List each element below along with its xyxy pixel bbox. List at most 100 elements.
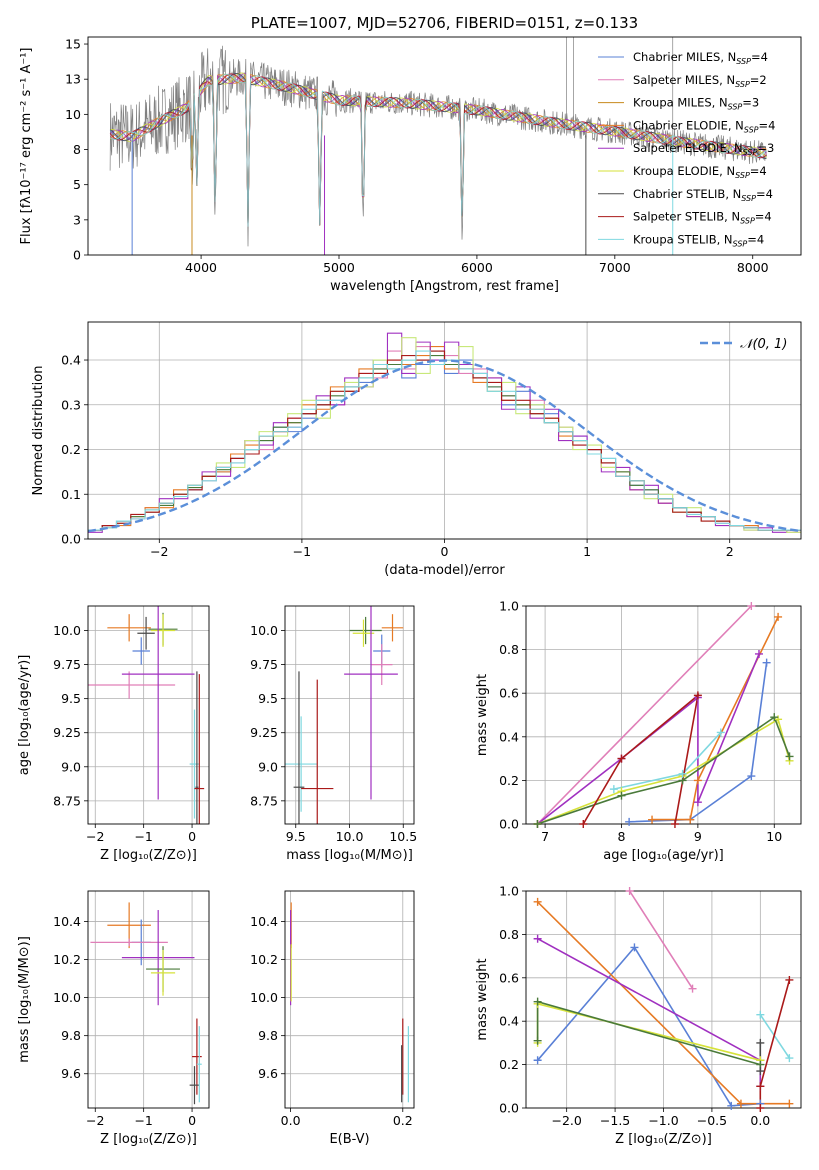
panel-residuals: −2 −1 0 1 2 0.0 0.1 0.2 0.3 0.4 (data-model)/error…	[31, 321, 802, 578]
legend-label: Chabrier ELODIE, NSSP=4	[633, 118, 775, 134]
weight-marker	[625, 887, 634, 895]
x-tick-label: 6000	[461, 260, 493, 275]
x-tick-label: −2	[86, 1113, 104, 1128]
x-tick-label: 2	[726, 544, 734, 559]
weight-series	[629, 662, 768, 823]
y-tick-label: 9.0	[61, 759, 81, 774]
x-tick-label: 0.0	[750, 1113, 770, 1128]
axes-frame	[87, 605, 210, 825]
axes-frame	[87, 890, 210, 1109]
y-tick-label: 8.75	[53, 793, 81, 808]
weight-marker	[686, 815, 695, 824]
legend-label: Kroupa STELIB, NSSP=4	[633, 232, 764, 248]
y-tick-label: 10.4	[250, 914, 278, 929]
y-tick-label: 10.0	[53, 623, 81, 638]
x-axis-label: mass [log₁₀(M/M⊙)]	[286, 848, 413, 863]
x-tick-label: 0	[188, 829, 196, 844]
y-tick-label: 0.8	[499, 927, 519, 942]
legend-label: Kroupa ELODIE, NSSP=4	[633, 164, 767, 180]
y-tick-label: 0.0	[499, 817, 519, 832]
x-tick-label: −2	[86, 829, 104, 844]
y-tick-label: 9.6	[61, 1066, 81, 1081]
model-spectrum	[109, 72, 767, 227]
y-tick-label: 9.8	[258, 1028, 278, 1043]
weight-series	[582, 693, 700, 824]
y-tick-label: 9.5	[61, 691, 81, 706]
y-tick-label: 0.0	[61, 532, 81, 547]
y-tick-label: 10.2	[250, 952, 278, 967]
weight-marker	[774, 612, 783, 621]
grid	[88, 606, 209, 824]
observed-spectrum	[109, 45, 767, 247]
plot-area	[285, 606, 404, 824]
x-tick-label: 4000	[185, 260, 217, 275]
x-tick-label: 0.0	[281, 1113, 301, 1128]
y-tick-label: 0.4	[61, 353, 81, 368]
chart-title: PLATE=1007, MJD=52706, FIBERID=0151, z=0…	[251, 14, 638, 32]
y-tick-label: 10.0	[250, 990, 278, 1005]
weight-marker	[693, 798, 702, 807]
y-tick-label: 0.4	[499, 729, 519, 744]
normal-curve	[88, 359, 801, 533]
y-tick-label: 10.4	[53, 914, 81, 929]
y-tick-label: 9.5	[258, 691, 278, 706]
y-tick-label: 9.6	[258, 1066, 278, 1081]
model-spectrum	[109, 72, 767, 227]
weight-marker	[785, 752, 794, 761]
y-tick-label: 8.75	[250, 793, 278, 808]
model-spectrum	[109, 72, 767, 227]
axes-frame	[284, 605, 415, 825]
x-axis-label: (data-model)/error	[384, 563, 505, 578]
axes-frame	[87, 36, 802, 256]
weight-marker	[785, 975, 794, 984]
weight-series	[759, 979, 791, 1108]
y-tick-label: 0.1	[61, 487, 81, 502]
x-axis-label: Z [log₁₀(Z/Z⊙)]	[615, 1132, 712, 1147]
plot-area	[90, 902, 202, 1105]
y-tick-label: 8	[73, 142, 81, 157]
weight-series	[759, 1014, 791, 1059]
grid	[285, 606, 414, 824]
y-axis-label: Normed distribution	[31, 366, 46, 496]
x-tick-label: −1	[293, 544, 311, 559]
panel-age-weight: 7 8 9 10 0.0 0.2 0.4 0.6 0.8 1.0 age [log₁₀(age/yr…	[475, 599, 802, 863]
histogram-series	[88, 350, 801, 531]
x-tick-label: 10	[766, 829, 782, 844]
y-axis-label: mass [log₁₀(M/M⊙)]	[17, 936, 32, 1063]
x-axis-label: Z [log₁₀(Z/Z⊙)]	[100, 848, 197, 863]
y-tick-label: 13	[65, 72, 81, 87]
y-tick-label: 0.3	[61, 397, 81, 412]
y-tick-label: 0.0	[499, 1101, 519, 1116]
x-tick-label: 7000	[599, 260, 631, 275]
plot-area	[88, 332, 801, 533]
x-tick-label: 10.0	[336, 829, 364, 844]
x-tick-label: −1.0	[648, 1113, 678, 1128]
plot-area	[88, 606, 205, 824]
weight-marker	[693, 776, 702, 785]
weight-series	[652, 616, 779, 821]
x-tick-label: 0.2	[393, 1113, 413, 1128]
x-tick-label: −1.5	[600, 1113, 630, 1128]
y-tick-label: 10.0	[53, 990, 81, 1005]
plot-area	[109, 37, 767, 255]
model-spectrum	[109, 73, 767, 227]
weight-marker	[756, 1010, 765, 1019]
weight-series	[628, 891, 694, 990]
y-tick-label: 0	[73, 248, 81, 263]
weight-marker	[770, 713, 779, 722]
x-axis-label: E(B-V)	[329, 1132, 369, 1147]
weight-series	[536, 946, 761, 1107]
panel-ebv-mass: 0.0 0.2 9.6 9.8 10.0 10.2 10.4 E(B-V)	[250, 890, 415, 1147]
y-tick-label: 9.25	[53, 725, 81, 740]
weight-marker	[785, 1054, 794, 1063]
axes-frame	[525, 605, 802, 825]
weight-marker	[693, 691, 702, 700]
panel-mass-age: 9.5 10.0 10.5 8.75 9.0 9.25 9.5 9.75 10.0 mass [l…	[250, 605, 417, 863]
weight-marker	[617, 791, 626, 800]
y-axis-label: mass weight	[475, 958, 490, 1040]
weight-marker	[756, 1038, 765, 1047]
y-tick-label: 10	[65, 107, 81, 122]
x-tick-label: −0.5	[697, 1113, 727, 1128]
x-tick-label: 9.5	[286, 829, 306, 844]
